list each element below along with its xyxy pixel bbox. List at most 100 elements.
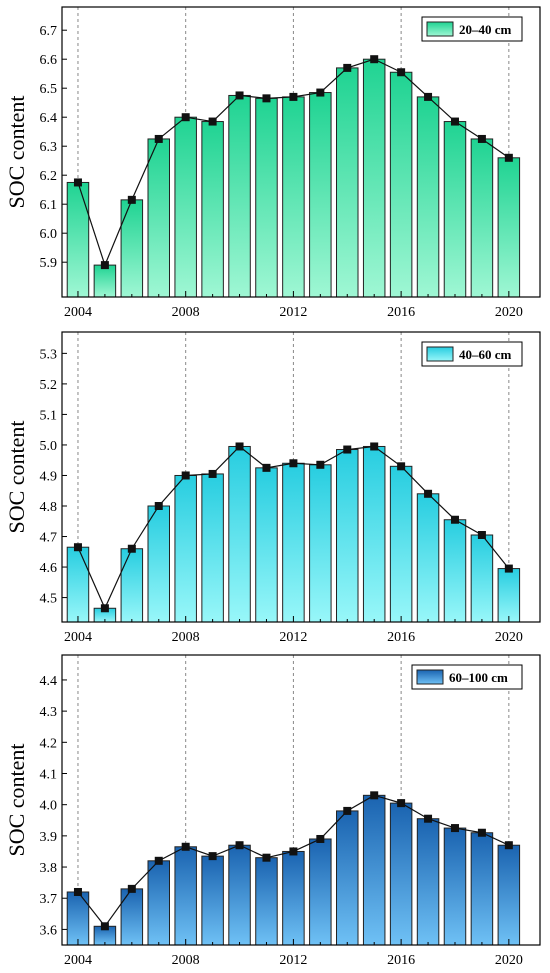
bar	[309, 838, 332, 946]
bar	[416, 96, 440, 298]
y-tick-label: 6.0	[40, 227, 58, 242]
bar	[362, 794, 386, 946]
bar	[389, 802, 413, 946]
data-point	[73, 178, 82, 187]
y-tick-label: 4.5	[40, 592, 58, 607]
data-point	[450, 824, 459, 833]
y-tick-label: 4.1	[40, 767, 58, 782]
y-tick-label: 5.1	[40, 408, 58, 423]
data-point	[181, 113, 190, 122]
data-point	[73, 887, 82, 896]
data-point	[127, 544, 136, 553]
data-point	[504, 564, 513, 573]
y-tick-label: 6.2	[40, 169, 58, 184]
bar	[336, 67, 359, 298]
bar	[93, 264, 117, 298]
data-point	[208, 469, 217, 478]
bar	[336, 449, 359, 623]
data-point	[181, 471, 190, 480]
bar	[174, 116, 197, 298]
y-tick-label: 4.4	[40, 674, 58, 689]
x-tick-label: 2020	[495, 305, 523, 320]
data-point	[262, 94, 271, 103]
bar	[255, 857, 278, 946]
bar	[201, 121, 224, 298]
bar	[443, 519, 467, 623]
bar	[443, 827, 467, 946]
data-point	[154, 134, 163, 143]
bar	[201, 855, 224, 946]
bar	[228, 844, 251, 946]
x-tick-label: 2016	[387, 953, 415, 968]
bar	[174, 474, 197, 623]
x-tick-label: 2012	[279, 630, 307, 645]
data-point	[397, 799, 406, 808]
y-tick-label: 4.7	[40, 531, 58, 546]
y-tick-label: 3.8	[40, 861, 58, 876]
y-tick-label: 4.8	[40, 500, 58, 515]
x-tick-label: 2008	[172, 305, 200, 320]
bar	[470, 832, 494, 946]
x-tick-label: 2004	[64, 305, 92, 320]
y-tick-label: 6.7	[40, 24, 58, 39]
bar	[416, 493, 440, 623]
data-point	[208, 117, 217, 126]
bar	[309, 464, 332, 623]
data-point	[154, 856, 163, 865]
bar	[120, 888, 144, 946]
bar	[470, 534, 494, 623]
chart-panel-2: 4.5 4.6 4.7 4.8 4.9 5.0 5.1 5.2 5.3 2004 2008 2012 2…	[4, 331, 541, 645]
data-point	[127, 195, 136, 204]
y-tick-label: 3.9	[40, 830, 58, 845]
data-point	[289, 459, 298, 468]
data-point	[289, 847, 298, 856]
data-point	[424, 814, 433, 823]
x-tick-label: 2008	[172, 953, 200, 968]
data-point	[370, 442, 379, 451]
data-point	[343, 445, 352, 454]
x-tick-label: 2004	[64, 630, 92, 645]
y-tick-label: 6.5	[40, 82, 58, 97]
bar	[66, 546, 90, 623]
bar	[147, 138, 171, 298]
bar	[497, 568, 521, 623]
chart-panel-1: 5.9 6.0 6.1 6.2 6.3 6.4 6.5 6.6 6.7 2004 2008 2012 2…	[4, 6, 541, 320]
legend-swatch	[426, 21, 454, 37]
bar	[282, 462, 305, 623]
y-tick-label: 4.6	[40, 561, 58, 576]
bar	[255, 467, 278, 623]
data-point	[343, 63, 352, 72]
bar	[201, 473, 224, 623]
plot-frame	[61, 6, 541, 298]
plot-frame	[61, 654, 541, 946]
y-tick-label: 4.0	[40, 799, 58, 814]
bar	[497, 844, 521, 946]
data-point	[397, 68, 406, 77]
bar	[147, 860, 171, 946]
bar	[336, 810, 359, 946]
y-tick-label: 5.9	[40, 256, 58, 271]
x-tick-label: 2008	[172, 630, 200, 645]
data-point	[504, 153, 513, 162]
y-tick-label: 6.3	[40, 140, 58, 155]
data-point	[316, 460, 325, 469]
data-point	[424, 92, 433, 101]
y-tick-label: 6.6	[40, 53, 58, 68]
bar	[416, 818, 440, 946]
bar	[443, 121, 467, 298]
y-tick-label: 4.3	[40, 705, 58, 720]
data-point	[477, 531, 486, 539]
bar	[309, 92, 332, 298]
legend-label: 60–100 cm	[449, 670, 508, 685]
plot-frame	[61, 331, 541, 623]
data-point	[235, 841, 244, 850]
x-tick-label: 2016	[387, 630, 415, 645]
data-point	[235, 91, 244, 100]
chart-panel-3: 3.6 3.7 3.8 3.9 4.0 4.1 4.2 4.3 4.4 2004 2008 2012 2…	[4, 654, 541, 968]
data-point	[100, 922, 109, 931]
data-point	[73, 543, 82, 552]
data-point	[235, 442, 244, 451]
bar	[120, 548, 144, 623]
data-point	[127, 884, 136, 893]
